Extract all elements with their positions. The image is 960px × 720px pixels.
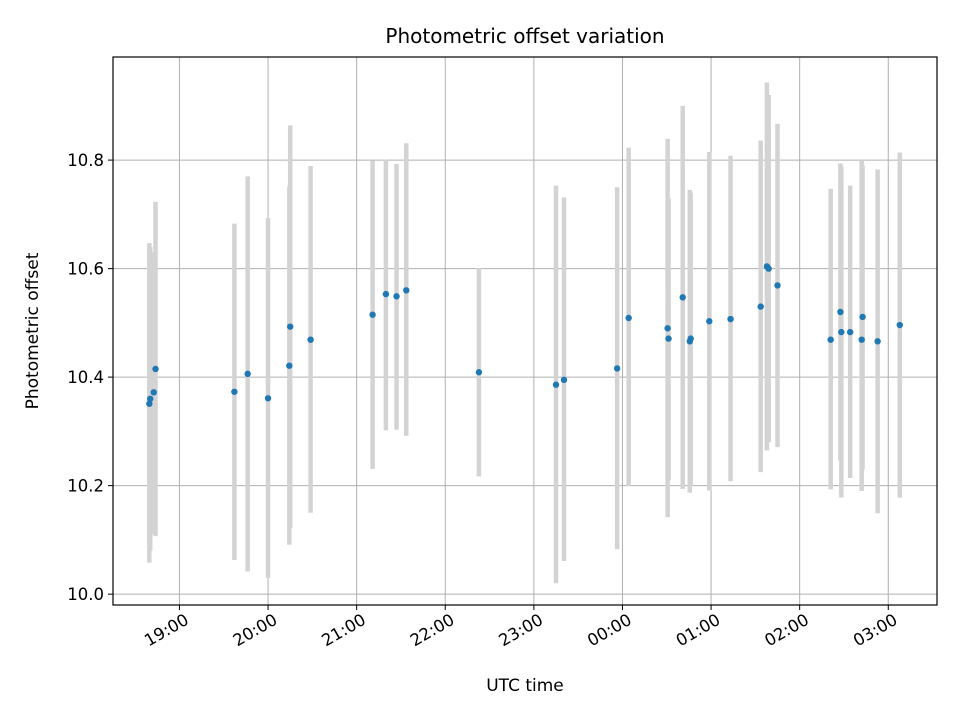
data-point [896,321,903,329]
data-point [664,325,671,332]
data-point [774,282,781,289]
plot-frame [112,56,938,606]
data-point [858,336,865,343]
data-point [827,336,834,343]
x-axis-title: UTC time [486,676,564,696]
y-axis-title: Photometric offset [23,252,43,409]
data-point [150,389,157,396]
data-point [147,395,154,403]
data-point [757,303,764,310]
y-tick-label: 10.6 [67,260,104,279]
data-point [382,290,390,298]
y-tick-label: 10.4 [67,368,104,387]
y-tick-label: 10.0 [67,585,104,604]
data-point [286,362,293,369]
data-point [152,365,159,373]
y-tick-label: 10.8 [67,151,104,170]
data-point [369,311,376,318]
data-point [552,381,560,388]
data-point [244,370,251,378]
data-point [625,314,632,322]
data-point [665,335,672,342]
data-point [727,315,734,323]
chart-title: Photometric offset variation [385,24,664,48]
data-point [679,294,686,301]
y-axis-ticks: 10.0 10.2 10.4 10.6 10.8 [67,151,113,604]
y-tick-label: 10.2 [67,477,104,496]
data-point [837,308,844,316]
data-point [231,388,238,395]
data-point [846,328,854,336]
data-point [393,293,400,300]
data-points [146,263,903,407]
data-point [874,338,881,345]
data-point [560,376,568,384]
data-point [838,328,845,336]
data-point [706,318,713,325]
data-point [264,395,272,402]
data-point [475,369,483,376]
data-point [403,287,410,294]
data-point [613,365,621,372]
data-point [307,336,314,343]
data-point [146,400,153,407]
data-point [859,313,866,321]
grid [113,57,937,605]
data-point [287,323,294,330]
data-point [687,335,694,342]
data-point [765,265,772,272]
